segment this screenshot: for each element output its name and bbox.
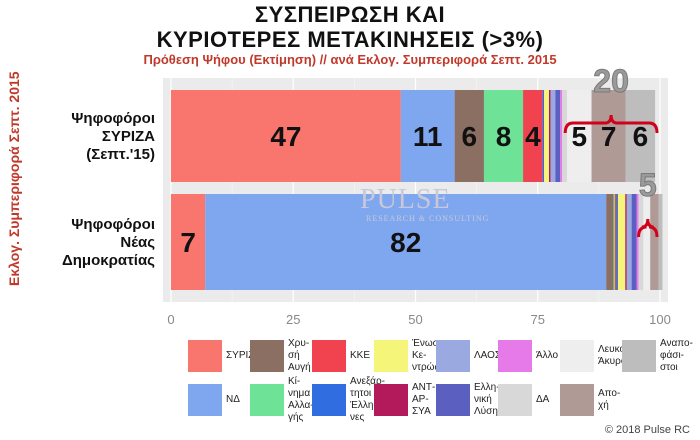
x-tick-label: 50 (408, 312, 422, 327)
data-label: 7 (180, 227, 196, 258)
x-tick-label: 75 (531, 312, 545, 327)
bar-segment (615, 194, 617, 290)
bar-segment (650, 194, 659, 290)
category-label: Ψηφοφόροι (71, 216, 155, 233)
category-label: ΣΥΡΙΖΑ (102, 128, 155, 145)
legend-label: ΛΑΟΣ (474, 350, 502, 361)
bar-segment (523, 90, 543, 182)
data-label: 4 (525, 121, 541, 152)
legend-swatch (188, 384, 222, 416)
x-tick-label: 0 (167, 312, 174, 327)
bar-segment (626, 194, 632, 290)
x-tick-label: 25 (286, 312, 300, 327)
bar-segment (636, 194, 639, 290)
category-label: Νέας (120, 234, 155, 251)
bar-segment (548, 90, 551, 182)
legend-swatch (436, 384, 470, 416)
data-label: 82 (390, 227, 421, 258)
legend-swatch (560, 340, 594, 372)
bar-segment (560, 90, 563, 182)
bar-segment (591, 90, 626, 182)
bar-segment (171, 194, 206, 290)
data-label: 6 (633, 121, 649, 152)
legend-label: Ανεξάρ-τητοι Έλλη-νες (350, 376, 385, 423)
x-tick-label: 100 (649, 312, 671, 327)
bar-segment (400, 90, 455, 182)
bar-segment (567, 90, 592, 182)
bar-segment (625, 90, 656, 182)
bar-segment (550, 90, 556, 182)
legend-label: Χρυ-σή Αυγή (288, 338, 311, 373)
legend-label: ΚΚΕ (350, 350, 371, 361)
legend-label: Λευκό Άκυρο (598, 344, 627, 367)
legend-label: Αναπο-φάσι-στοι (660, 338, 693, 373)
data-label: 8 (496, 121, 512, 152)
data-label: 5 (572, 121, 588, 152)
bar-segment (625, 194, 627, 290)
category-label: (Σεπτ.'15) (86, 146, 155, 163)
bar-segment (616, 194, 618, 290)
legend-swatch (622, 340, 656, 372)
legend-swatch (250, 384, 284, 416)
chart-title-line1: ΣΥΣΠΕΙΡΩΣΗ ΚΑΙ (254, 2, 446, 27)
bar-segment (613, 194, 616, 290)
category-label: Δημοκρατίας (62, 252, 155, 269)
legend-label: ΣΥΡΙΖΑ (226, 350, 262, 361)
bar-segment (643, 194, 651, 290)
legend-swatch (312, 340, 346, 372)
legend-label: Ένωση Κε-ντρώων (412, 338, 448, 373)
legend-swatch (436, 340, 470, 372)
bar-segment (555, 90, 561, 182)
annotation-bracket (563, 114, 659, 134)
annotation-total: 20 (593, 63, 629, 99)
bar-segment (631, 194, 637, 290)
data-label: 47 (270, 121, 301, 152)
legend-label: ΝΔ (226, 394, 240, 405)
bar-segment (658, 194, 663, 290)
watermark-tagline: RESEARCH & CONSULTING (366, 214, 490, 223)
bar-segment (617, 194, 626, 290)
bar-segment (205, 194, 607, 290)
bar-segment (544, 90, 549, 182)
watermark-logo: PULSE (360, 184, 451, 215)
legend-label: ΔΑ (536, 394, 550, 405)
legend-label: Κί-νημα Αλλα-γής (288, 376, 314, 423)
bar-segment (638, 194, 644, 290)
annotation-total: 5 (639, 167, 657, 203)
bar-segment (171, 90, 401, 182)
copyright: © 2018 Pulse RC (604, 424, 690, 436)
legend-label: ΑΝΤ- ΑΡ- ΣΥΑ (412, 382, 436, 417)
bar-segment (542, 90, 545, 182)
data-label: 11 (413, 121, 443, 152)
legend-label: Ελλη-νική Λύση (474, 382, 500, 417)
bar-segment (483, 90, 524, 182)
legend-swatch (498, 340, 532, 372)
chart-subtitle: Πρόθεση Ψήφου (Εκτίμηση) // ανά Εκλογ. Σ… (143, 52, 557, 67)
legend-swatch (312, 384, 346, 416)
legend-swatch (498, 384, 532, 416)
data-label: 7 (601, 121, 617, 152)
legend-label: Απο-χή (598, 388, 621, 411)
legend-swatch (374, 384, 408, 416)
legend-label: Άλλο (536, 350, 559, 361)
bar-segment (562, 90, 568, 182)
chart-title-line2: ΚΥΡΙΟΤΕΡΕΣ ΜΕΤΑΚΙΝΗΣΕΙΣ (>3%) (156, 27, 544, 52)
legend-swatch (250, 340, 284, 372)
legend-swatch (374, 340, 408, 372)
category-label: Ψηφοφόροι (71, 110, 155, 127)
bar-segment (454, 90, 484, 182)
annotation-bracket (637, 218, 659, 238)
legend-swatch (188, 340, 222, 372)
bar-segment (606, 194, 614, 290)
data-label: 6 (462, 121, 478, 152)
legend-swatch (560, 384, 594, 416)
